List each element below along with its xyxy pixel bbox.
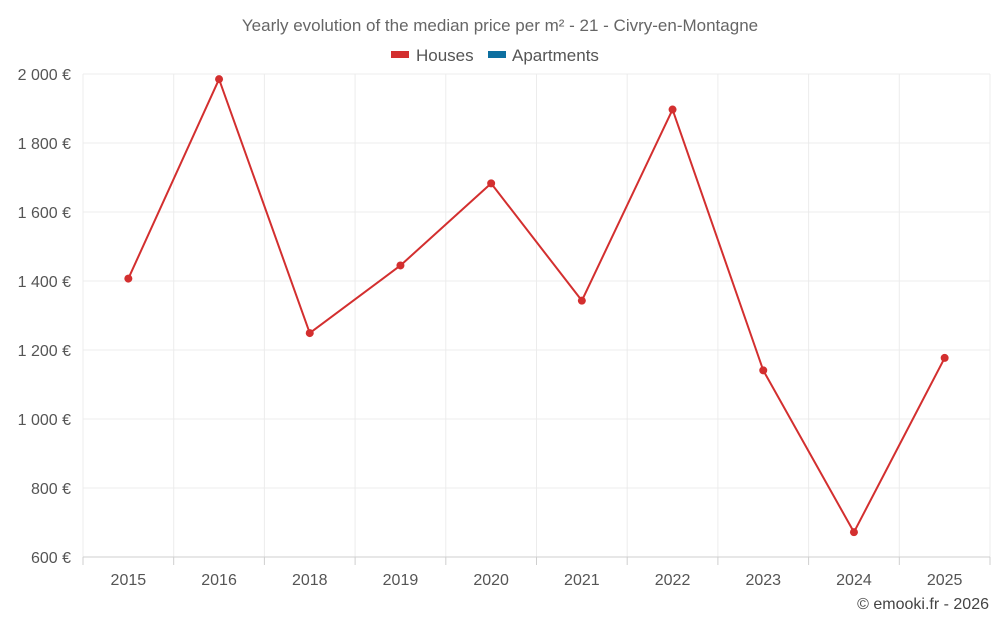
y-tick-label: 1 800 € [18,136,71,153]
series-line-houses [127,78,946,534]
x-tick-label: 2025 [927,572,963,589]
x-tick-label: 2024 [836,572,872,589]
x-tick-label: 2019 [383,572,419,589]
x-tick-label: 2022 [655,572,691,589]
data-point-houses [124,274,133,283]
credit-text: © emooki.fr - 2026 [857,596,989,613]
y-tick-label: 1 200 € [18,343,71,360]
data-point-houses [396,261,405,270]
legend: Houses Apartments [391,46,599,65]
series-layer [124,75,949,537]
x-tick-label: 2023 [745,572,781,589]
legend-label-houses: Houses [416,46,474,65]
legend-swatch-apartments [488,51,506,58]
x-tick-label: 2018 [292,572,328,589]
data-point-houses [487,179,496,188]
x-tick-label: 2020 [473,572,509,589]
legend-label-apartments: Apartments [512,46,599,65]
y-tick-label: 1 400 € [18,274,71,291]
y-tick-label: 800 € [31,481,71,498]
y-tick-label: 1 600 € [18,205,71,222]
data-point-houses [759,366,768,375]
grid [82,73,991,557]
data-point-houses [577,296,586,305]
data-point-houses [668,105,677,114]
legend-item-houses[interactable]: Houses [391,46,474,65]
y-tick-label: 600 € [31,550,71,567]
data-point-houses [940,353,949,362]
data-point-houses [849,528,858,537]
x-tick-label: 2016 [201,572,237,589]
legend-swatch-houses [391,51,409,58]
legend-item-apartments[interactable]: Apartments [488,46,599,65]
data-point-houses [305,329,314,338]
y-tick-label: 1 000 € [18,412,71,429]
chart-title: Yearly evolution of the median price per… [242,16,758,35]
y-tick-label: 2 000 € [18,67,71,84]
x-tick-label: 2015 [111,572,147,589]
axes: 600 € 800 € 1 000 € 1 200 € 1 400 € 1 600 € 1 … [18,67,991,589]
x-tick-label: 2021 [564,572,600,589]
data-point-houses [215,75,224,84]
